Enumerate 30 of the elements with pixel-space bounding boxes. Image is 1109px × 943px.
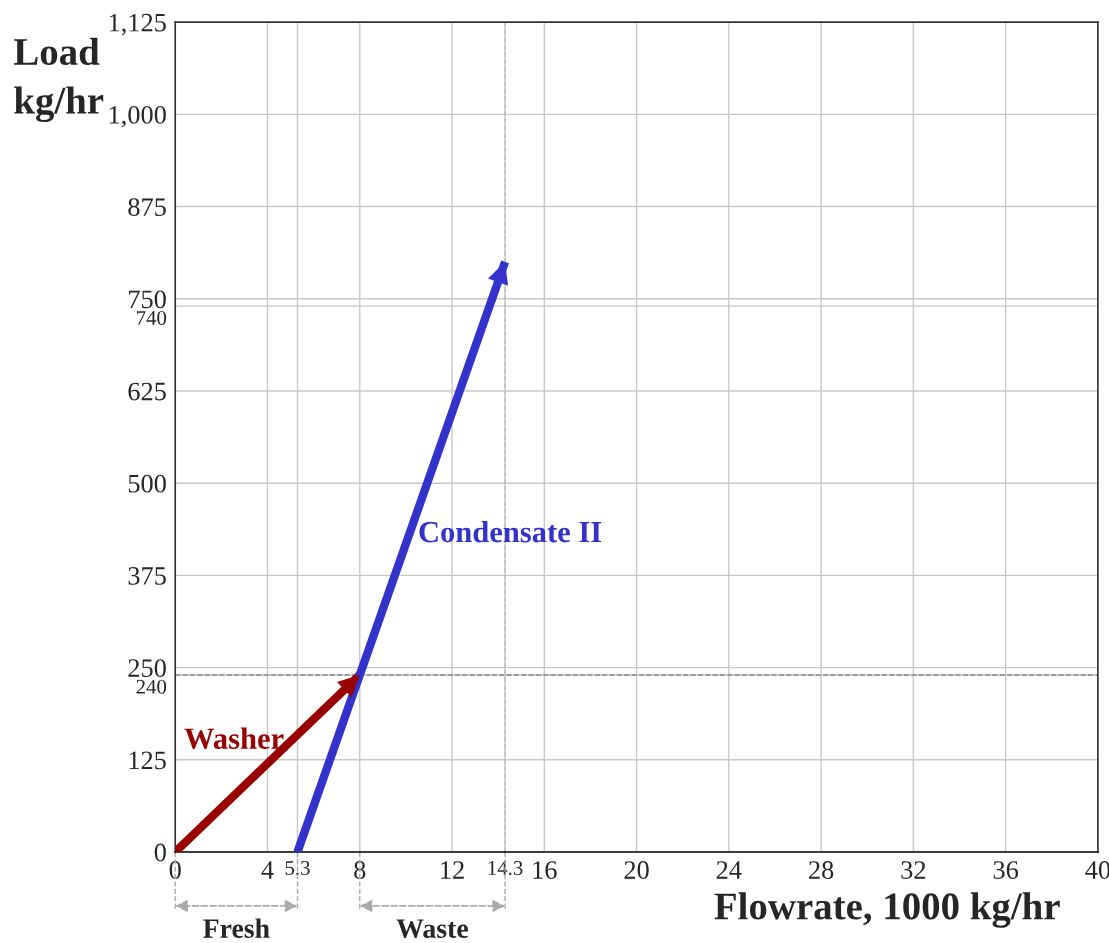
x-tick-label: 24 (716, 861, 742, 879)
y-tick-label: 1,125 (109, 13, 166, 36)
x-tick-label: 8 (354, 861, 366, 879)
x-tick-label: 4 (261, 861, 274, 879)
x-tick-label: 12 (441, 861, 464, 879)
y-tick-label: 500 (128, 474, 166, 493)
x-tick-label: 36 (993, 861, 1019, 879)
y-tick-label: 625 (128, 382, 166, 401)
x-tick-label: 16 (533, 861, 557, 879)
y-tick-label: 875 (128, 198, 166, 216)
y-tick-label: 740 (137, 310, 167, 325)
series-label: Condensate II (419, 520, 602, 543)
y-tick-label: 0 (154, 843, 166, 862)
x-tick-label: 5.3 (285, 860, 310, 876)
y-axis-title: Load kg/hr (13, 37, 104, 123)
series-label: Washer (184, 727, 284, 750)
x-tick-label: 32 (901, 861, 926, 879)
y-tick-label: 1,000 (109, 105, 166, 128)
x-tick-label: 0 (169, 861, 181, 879)
text: Waste (396, 919, 468, 939)
y-tick-label: 375 (128, 567, 166, 585)
x-tick-label: 20 (624, 861, 649, 879)
y-tick-label: 750 (129, 290, 166, 309)
text: Fresh (203, 918, 270, 938)
y-tick-label: 240 (136, 679, 167, 694)
x-tick-label: 14.3 (488, 860, 523, 876)
x-axis-title: Flowrate, 1000 kg/hr (714, 892, 1060, 928)
y-tick-label: 250 (128, 659, 166, 678)
y-tick-label: 125 (129, 751, 166, 770)
x-tick-label: 28 (809, 861, 834, 879)
